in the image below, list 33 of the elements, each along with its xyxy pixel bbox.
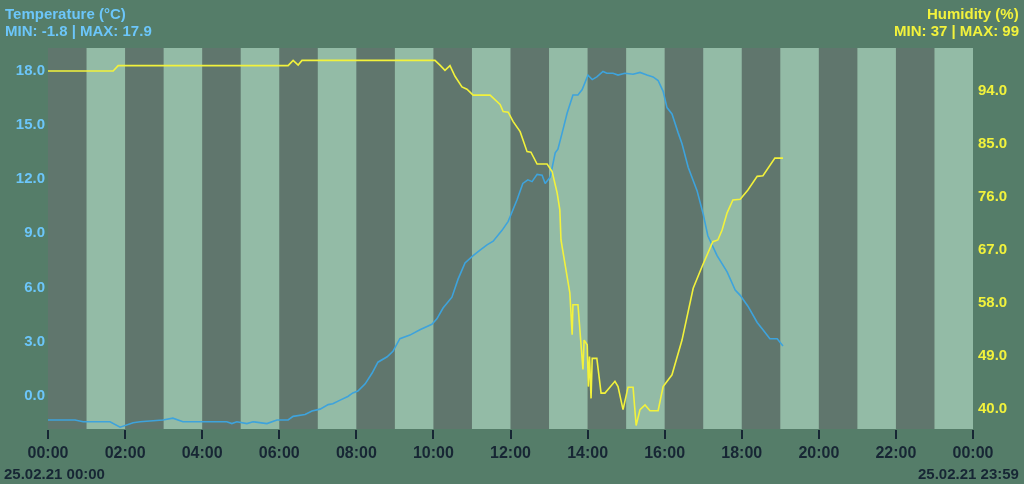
text: MIN: -1.8 | MAX: 17.9 — [5, 22, 152, 39]
x-tick-label: 08:00 — [335, 444, 377, 462]
x-tick-label: 22:00 — [875, 444, 917, 462]
y-tick-label: 9.0 — [24, 223, 45, 241]
y-axis-title: Temperature (°C) — [5, 5, 126, 22]
y2-tick-label: 94.0 — [978, 81, 1008, 99]
y2-tick-label: 76.0 — [978, 187, 1008, 205]
y-tick-label: 12.0 — [15, 169, 45, 187]
y-tick-label: 0.0 — [24, 385, 45, 403]
x-tick-label: 10:00 — [412, 444, 454, 462]
y2-tick-label: 49.0 — [978, 346, 1008, 364]
text: 25.02.21 00:00 — [4, 465, 105, 482]
y-tick-label: 6.0 — [24, 277, 45, 295]
x-tick-label: 00:00 — [952, 444, 994, 462]
x-tick-label: 20:00 — [798, 444, 840, 462]
x-tick-label: 18:00 — [721, 444, 763, 462]
y2-tick-label: 58.0 — [978, 293, 1008, 311]
x-tick-label: 02:00 — [104, 444, 146, 462]
y2-axis-title: Humidity (%) — [927, 5, 1019, 22]
x-tick-label: 04:00 — [181, 444, 223, 462]
y-tick-label: 15.0 — [15, 115, 45, 133]
y2-tick-label: 85.0 — [978, 134, 1008, 152]
x-tick-label: 00:00 — [27, 444, 69, 462]
y2-tick-label: 67.0 — [978, 240, 1008, 258]
x-tick-label: 14:00 — [567, 444, 609, 462]
x-tick-label: 16:00 — [644, 444, 686, 462]
x-tick-label: 12:00 — [490, 444, 532, 462]
x-tick-label: 06:00 — [258, 444, 300, 462]
y-tick-label: 3.0 — [24, 331, 45, 349]
text: MIN: 37 | MAX: 99 — [894, 22, 1020, 39]
y2-tick-label: 40.0 — [978, 399, 1008, 417]
text: 25.02.21 23:59 — [918, 465, 1019, 482]
y-tick-label: 18.0 — [15, 60, 45, 78]
